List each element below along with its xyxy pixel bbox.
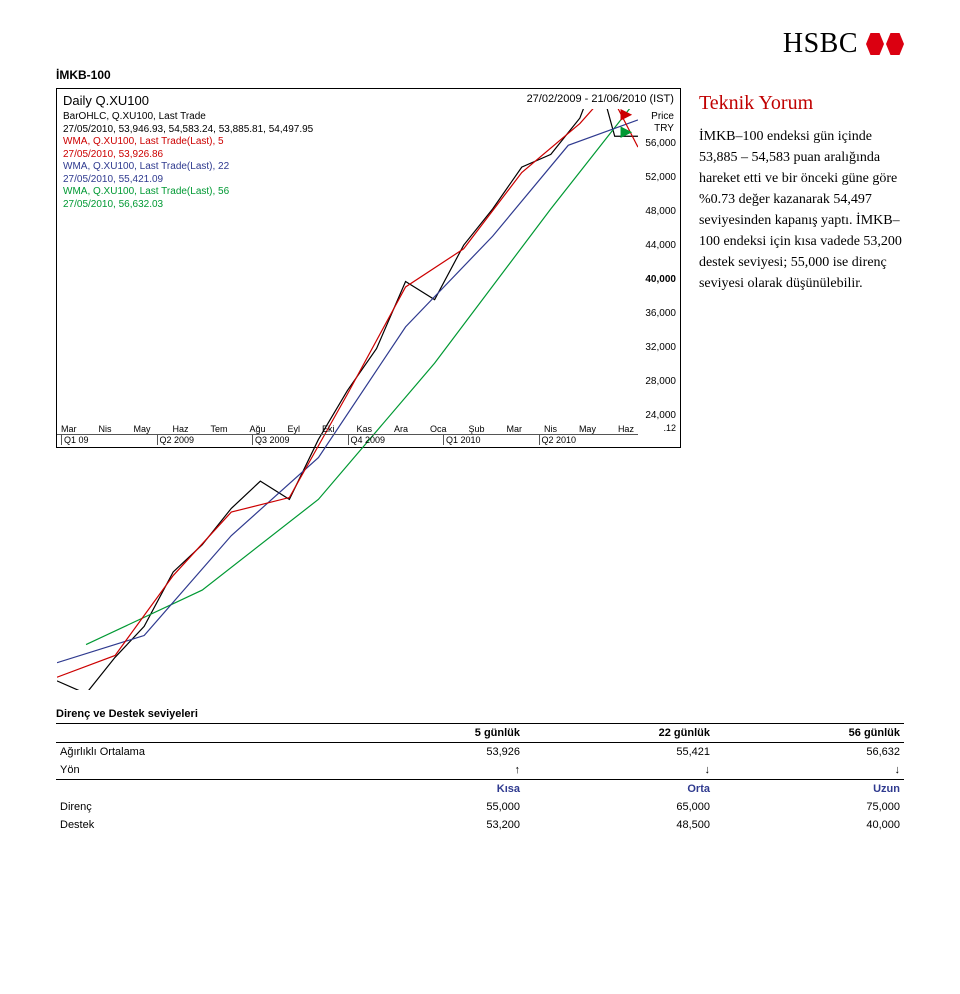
y-tick: 52,000 [645,173,676,183]
table-header: 5 günlük [354,724,524,743]
table-cell: Yön [56,761,354,780]
table-cell: 53,926 [354,743,524,762]
table-header: 56 günlük [714,724,904,743]
table-row: Direnç55,00065,00075,000 [56,798,904,816]
month-tick: Eki [322,424,335,434]
x-axis-months: Mar Nis May Haz Tem Ağu Eyl Eki Kas Ara Oca Şub Mar N… [57,424,638,434]
table-cell: 48,500 [524,816,714,834]
month-tick: May [133,424,150,434]
table-row: Destek53,20048,50040,000 [56,816,904,834]
table-subheader: Orta [524,780,714,799]
brand-logo: HSBC [56,28,904,60]
levels-table: 5 günlük22 günlük56 günlük Ağırlıklı Ort… [56,723,904,834]
month-tick: Kas [356,424,372,434]
quarter-tick: Q1 09 [61,435,157,445]
table-cell: 65,000 [524,798,714,816]
y-tick: 48,000 [645,207,676,217]
price-marker-icon [621,109,633,121]
brand-name: HSBC [783,28,858,60]
currency-label: TRY [654,123,674,134]
month-tick: Nis [544,424,557,434]
hsbc-hex-icon [866,33,904,55]
chart-timestamp: 27/02/2009 - 21/06/2010 (IST) [527,93,674,105]
table-cell: 55,000 [354,798,524,816]
y-tick: 56,000 [645,139,676,149]
price-label: Price [651,111,674,122]
y-tick: 36,000 [645,309,676,319]
series-wma56 [86,109,638,645]
x-axis: Mar Nis May Haz Tem Ağu Eyl Eki Kas Ara Oca Şub Mar N… [57,424,638,447]
chart-canvas [57,109,638,690]
quarter-tick: Q1 2010 [443,435,539,445]
corner-tick: .12 [663,423,676,433]
table-cell: 75,000 [714,798,904,816]
technical-comment: Teknik Yorum İMKB–100 endeksi gün içinde… [699,88,904,294]
y-tick: 40,000 [645,275,676,285]
series-ohlc [57,109,638,690]
quarter-tick: Q4 2009 [348,435,444,445]
month-tick: Ara [394,424,408,434]
y-tick: 44,000 [645,241,676,251]
quarter-tick: Q2 2009 [157,435,253,445]
table-row: Ağırlıklı Ortalama53,92655,42156,632 [56,743,904,762]
table-cell: ↓ [524,761,714,780]
series-wma5 [57,109,638,677]
chart-title: Daily Q.XU100 [63,93,149,108]
comment-title: Teknik Yorum [699,88,904,118]
y-tick: 28,000 [645,377,676,387]
table-cell: 56,632 [714,743,904,762]
month-tick: Ağu [249,424,265,434]
comment-body: İMKB–100 endeksi gün içinde 53,885 – 54,… [699,126,904,294]
y-tick: 32,000 [645,343,676,353]
table-subheader: Kısa [354,780,524,799]
month-tick: Haz [618,424,634,434]
table-cell: ↓ [714,761,904,780]
y-axis-ticks: 56,000 52,000 48,000 44,000 40,000 36,000 32,0… [645,139,676,421]
table-header: 22 günlük [524,724,714,743]
section-label: İMKB-100 [56,68,904,82]
month-tick: Haz [172,424,188,434]
table-cell: Direnç [56,798,354,816]
month-tick: Eyl [287,424,300,434]
price-chart: Daily Q.XU100 27/02/2009 - 21/06/2010 (I… [56,88,681,448]
month-tick: Şub [468,424,484,434]
month-tick: Mar [506,424,522,434]
table-cell: 53,200 [354,816,524,834]
month-tick: Oca [430,424,447,434]
table-cell: 55,421 [524,743,714,762]
quarter-tick: Q3 2009 [252,435,348,445]
y-tick: 24,000 [645,411,676,421]
quarter-tick: Q2 2010 [539,435,635,445]
month-tick: Tem [210,424,227,434]
month-tick: Nis [98,424,111,434]
table-header [56,724,354,743]
month-tick: May [579,424,596,434]
table-cell: ↑ [354,761,524,780]
table-cell: 40,000 [714,816,904,834]
table-row: Yön↑↓↓ [56,761,904,780]
table-cell: Destek [56,816,354,834]
table-subheader: Uzun [714,780,904,799]
levels-title: Direnç ve Destek seviyeleri [56,708,904,720]
table-subheader [56,780,354,799]
x-axis-quarters: Q1 09Q2 2009Q3 2009Q4 2009Q1 2010Q2 2010 [57,434,638,447]
table-cell: Ağırlıklı Ortalama [56,743,354,762]
month-tick: Mar [61,424,77,434]
